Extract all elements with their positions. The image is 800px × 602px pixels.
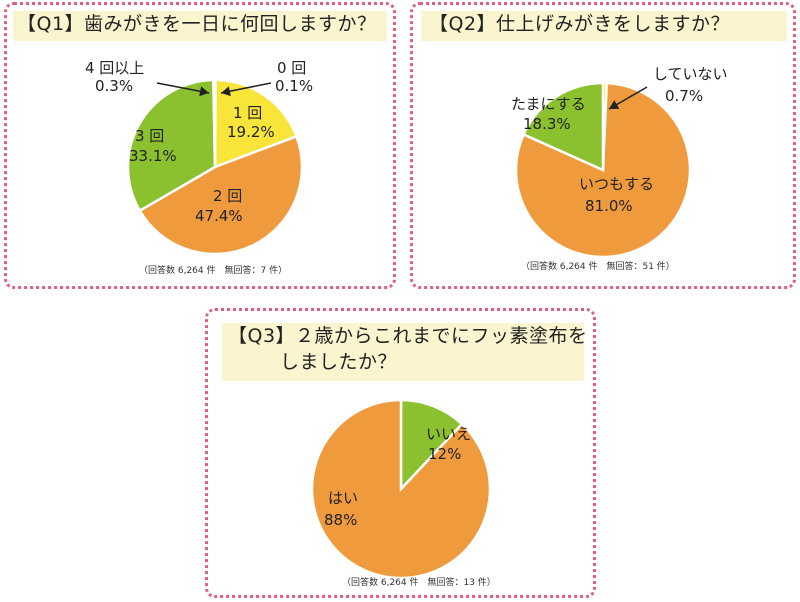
slice-name-q2-0: していない [653, 65, 728, 83]
response-note-q1: （回答数 6,264 件 無回答：7 件） [139, 266, 288, 276]
chart-title-q3-line2: しましたか？ [280, 351, 398, 373]
pie-chart-q2: していない 0.7% いつもする 81.0% たまにする 18.3% [511, 65, 728, 259]
slice-value-q1-3: 33.1% [129, 147, 177, 165]
chart-panel-q2: 【Q2】仕上げみがきをしますか？ していない 0.7% いつもする 81.0% たまにす… [410, 2, 796, 289]
pie-slice-q2-2 [521, 81, 605, 172]
slice-name-q3-1: はい [328, 489, 358, 507]
chart-title-q3-line1: 【Q3】２歳からこれまでにフッ素塗布を [228, 325, 588, 347]
callout-arrowhead-q1-4 [199, 86, 209, 97]
slice-value-q3-0: 12% [428, 445, 461, 463]
slice-value-q3-1: 88% [324, 511, 357, 529]
slice-name-q2-2: たまにする [511, 95, 586, 113]
slice-value-q2-1: 81.0% [585, 197, 633, 215]
slice-value-q2-0: 0.7% [665, 87, 703, 105]
response-note-q2: （回答数 6,264 件 無回答：51 件） [521, 262, 675, 272]
pie-slice-q3-1 [310, 398, 492, 580]
pie-slice-q1-1 [213, 78, 299, 169]
slice-name-q1-0: 0 回 [277, 59, 306, 77]
slice-name-q2-1: いつもする [579, 175, 654, 193]
slice-name-q3-0: いいえ [426, 425, 471, 443]
callout-arrowhead-q1-0 [221, 86, 231, 97]
chart-title-q1: 【Q1】歯みがきを一日に何回しますか？ [13, 11, 387, 41]
callout-arrowhead-q2-0 [609, 100, 620, 109]
slice-value-q1-1: 19.2% [227, 123, 275, 141]
slice-value-q1-2: 47.4% [195, 207, 243, 225]
pie-slice-q1-3 [126, 78, 217, 213]
chart-title-q3: 【Q3】２歳からこれまでにフッ素塗布を しましたか？ [222, 323, 587, 381]
slice-name-q1-1: 1 回 [233, 104, 262, 122]
chart-panel-q1: 【Q1】歯みがきを一日に何回しますか？ 0 回 0.1% 1 回 19.2% 2 回 47… [4, 2, 396, 289]
slice-name-q1-4: 4 回以上 [85, 59, 144, 77]
slice-value-q1-0: 0.1% [275, 77, 313, 95]
slice-value-q2-2: 18.3% [523, 115, 571, 133]
pie-slice-q3-0 [399, 398, 464, 493]
slice-name-q1-2: 2 回 [213, 187, 242, 205]
slice-value-q1-4: 0.3% [95, 77, 133, 95]
response-note-q3: （回答数 6,264 件 無回答：13 件） [342, 578, 496, 588]
pie-slice-q1-2 [138, 134, 304, 256]
chart-title-q2: 【Q2】仕上げみがきをしますか？ [421, 11, 787, 41]
chart-panel-q3: 【Q3】２歳からこれまでにフッ素塗布を しましたか？ いいえ 12% はい 88% （… [205, 308, 596, 598]
pie-chart-q3: いいえ 12% はい 88% [310, 398, 492, 580]
pie-slice-q1-4 [212, 78, 217, 168]
slice-name-q1-3: 3 回 [135, 127, 164, 145]
